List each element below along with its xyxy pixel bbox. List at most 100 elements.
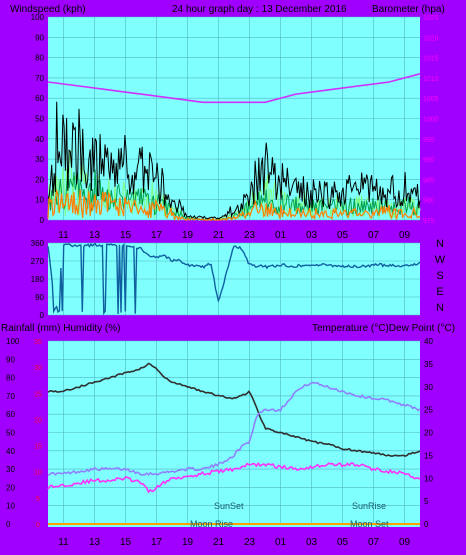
rain-tick-label: 5 [36,496,40,503]
graph-date-title: 24 hour graph day : 13 December 2016 [172,4,347,15]
humidity-tick-label: 40 [6,447,15,456]
compass-label-e: E [436,286,443,298]
x-tick-label: 03 [306,537,318,548]
barometer-tick-label: 1025 [423,15,439,22]
humidity-y-axis: 0 10 20 30 40 50 60 70 80 90 100 [6,337,20,529]
sunset-label: SunSet [214,501,244,511]
barometer-title: Barometer (hpa) [372,4,445,15]
x-tick-label: 05 [337,230,349,241]
direction-tick-label: 270 [31,257,45,266]
wind-avg-line [47,101,421,220]
humidity-tick-label: 70 [6,392,15,401]
barometer-tick-label: 1010 [423,76,439,83]
humidity-tick-label: 50 [6,429,15,438]
wind-tick-label: 30 [35,155,44,164]
wind-x-axis: 11 13 15 17 19 21 23 01 03 05 07 09 [58,230,410,241]
barometer-y-axis: 975 980 985 990 995 1000 1005 1010 1015 1020 1025 [423,15,439,225]
rain-tick-label: 25 [34,391,42,398]
temp-tick-label: 20 [424,429,433,438]
temp-x-axis: 11 13 15 17 19 21 23 01 03 05 07 09 [58,537,410,548]
x-tick-label: 23 [244,230,256,241]
wind-orange-line [47,188,421,222]
humidity-tick-label: 90 [6,355,15,364]
temp-y-axis: 0 5 10 15 20 25 30 35 40 [424,337,433,529]
x-tick-label: 09 [399,230,411,241]
compass-label-n: N [436,302,444,314]
x-tick-label: 11 [58,537,69,548]
barometer-tick-label: 990 [423,157,435,164]
barometer-tick-label: 975 [423,218,435,225]
barometer-tick-label: 1015 [423,56,439,63]
moonrise-label: Moon Rise [190,519,233,529]
wind-tick-label: 20 [35,175,44,184]
temperature-line [47,362,421,458]
temp-tick-label: 40 [424,337,433,346]
x-tick-label: 19 [182,537,194,548]
humidity-tick-label: 0 [6,520,11,529]
wind-tick-label: 50 [35,115,44,124]
x-tick-label: 21 [213,537,225,548]
temp-tick-label: 10 [424,474,433,483]
barometer-tick-label: 985 [423,177,435,184]
compass-label-w: W [435,254,446,266]
rain-humidity-label: Rainfall (mm) Humidity (%) [1,323,120,334]
x-tick-label: 21 [213,230,225,241]
wind-tick-label: 40 [35,135,44,144]
direction-tick-label: 90 [35,293,44,302]
rain-tick-label: 10 [34,470,42,477]
rain-tick-label: 20 [34,417,42,424]
barometer-tick-label: 1000 [423,117,439,124]
humidity-tick-label: 60 [6,410,15,419]
temp-tick-label: 0 [424,520,429,529]
dewpoint-line [47,381,421,477]
barometer-tick-label: 980 [423,198,435,205]
direction-grid [48,242,420,316]
temp-tick-label: 35 [424,360,433,369]
x-tick-label: 15 [120,537,132,548]
barometer-tick-label: 1005 [423,96,439,103]
sunrise-label: SunRise [352,501,386,511]
wind-y-axis: 0 10 20 30 40 50 60 70 80 90 100 [31,13,45,225]
direction-tick-label: 360 [31,239,45,248]
humidity-tick-label: 30 [6,465,15,474]
humidity-tick-label: 10 [6,502,15,511]
wind-tick-label: 60 [35,94,44,103]
x-tick-label: 07 [368,537,380,548]
wind-tick-label: 90 [35,33,44,42]
x-tick-label: 09 [399,537,411,548]
wind-series [47,101,421,222]
wind-tick-label: 10 [35,196,44,205]
x-tick-label: 11 [58,230,69,241]
temp-tick-label: 30 [424,383,433,392]
barometer-tick-label: 1020 [423,35,439,42]
x-tick-label: 15 [120,230,132,241]
compass-label-s: S [436,270,443,282]
x-tick-label: 07 [368,230,380,241]
x-tick-label: 01 [275,537,287,548]
temp-tick-label: 15 [424,451,433,460]
direction-line [47,242,421,316]
direction-tick-label: 0 [40,311,45,320]
temp-plot-area [48,341,420,527]
compass-label-n: N [436,238,444,250]
direction-y-axis: 0 90 180 270 360 [31,239,45,320]
rain-y-axis: 0 5 10 15 20 25 30 35 [34,339,42,529]
temp-dewpoint-label: Temperature (°C)Dew Point (°C) [312,323,455,334]
rain-tick-label: 15 [34,444,42,451]
wind-tick-label: 0 [40,216,45,225]
wind-tick-label: 100 [31,13,45,22]
rain-tick-label: 30 [34,365,42,372]
x-tick-label: 23 [244,537,256,548]
rain-tick-label: 35 [34,339,42,346]
barometer-line [47,73,421,104]
wind-tick-label: 80 [35,54,44,63]
temp-tick-label: 5 [424,497,429,506]
x-tick-label: 17 [151,537,163,548]
wind-title: Windspeed (kph) [10,4,86,15]
wind-tick-label: 70 [35,74,44,83]
x-tick-label: 19 [182,230,194,241]
barometer-tick-label: 995 [423,137,435,144]
x-tick-label: 13 [89,537,101,548]
